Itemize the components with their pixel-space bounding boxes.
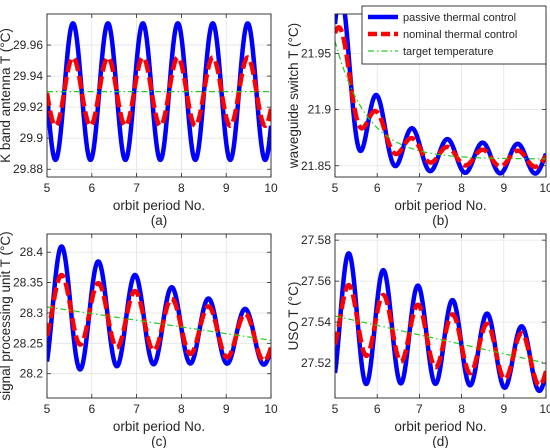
series-line-target-temperature: [335, 315, 546, 364]
panel-b: 5 6 7 8 9 10 21.85 21.9 21.95 orbit period No.(b)…: [286, 5, 550, 228]
y-tick-label: 28.25: [13, 336, 43, 350]
x-axis-label: orbit period No.: [113, 198, 205, 213]
series-line-nominal-thermal-control: [335, 282, 546, 388]
y-tick-label: 21.95: [301, 46, 331, 60]
series-line-target-temperature: [335, 40, 546, 160]
x-tick-label: 7: [133, 181, 140, 195]
x-tick-label: 5: [332, 402, 339, 416]
x-axis-label: orbit period No.: [394, 419, 486, 434]
x-tick-label: 7: [133, 402, 140, 416]
series-line-target-temperature: [47, 306, 271, 341]
y-tick-label: 29.92: [13, 100, 43, 114]
x-tick-label: 10: [539, 181, 550, 195]
axes-frame: [334, 233, 547, 399]
y-tick-label: 27.58: [301, 233, 331, 247]
y-tick-label: 28.2: [20, 367, 44, 381]
x-tick-label: 8: [178, 181, 185, 195]
x-tick-label: 5: [44, 402, 51, 416]
y-tick-label: 29.9: [20, 131, 44, 145]
y-tick-label: 28.35: [13, 276, 43, 290]
x-tick-label: 9: [500, 402, 507, 416]
panel-a: 5 6 7 8 9 10 29.88 29.9 29.92 29.94 29.96 orbit per…: [0, 13, 278, 228]
y-tick-label: 29.94: [13, 69, 43, 83]
panel-caption: (a): [151, 213, 168, 228]
x-tick-label: 10: [264, 402, 278, 416]
x-axis-label: orbit period No.: [113, 419, 205, 434]
y-tick-label: 21.9: [308, 103, 332, 117]
legend: passive thermal control nominal thermal c…: [361, 5, 547, 65]
y-axis-label: USO T (°C): [286, 282, 301, 351]
panel-caption: (b): [432, 213, 449, 228]
y-axis-label: K band antenna T (°C): [0, 28, 13, 163]
x-tick-label: 6: [88, 402, 95, 416]
x-tick-label: 6: [88, 181, 95, 195]
y-tick-label: 29.96: [13, 38, 43, 52]
series-line-nominal-thermal-control: [47, 55, 271, 129]
x-tick-label: 9: [223, 181, 230, 195]
y-tick-label: 29.88: [13, 162, 43, 176]
y-tick-label: 27.56: [301, 274, 331, 288]
axes-frame: [46, 233, 272, 399]
x-tick-label: 5: [44, 181, 51, 195]
panel-caption: (c): [151, 434, 167, 448]
x-tick-label: 8: [458, 181, 465, 195]
y-tick-label: 27.52: [301, 356, 331, 370]
x-tick-label: 8: [178, 402, 185, 416]
x-tick-label: 7: [416, 402, 423, 416]
axes-frame: [46, 13, 272, 178]
panel-caption: (d): [432, 434, 449, 448]
x-tick-label: 7: [416, 181, 423, 195]
y-tick-label: 28.4: [20, 245, 44, 259]
series-line-passive-thermal-control: [47, 21, 271, 163]
x-axis-label: orbit period No.: [394, 198, 486, 213]
y-tick-label: 28.3: [20, 306, 44, 320]
x-tick-label: 6: [374, 181, 381, 195]
panel-d: 5 6 7 8 9 10 27.52 27.54 27.56 27.58 orbit period …: [286, 233, 550, 448]
x-tick-label: 5: [332, 181, 339, 195]
panel-c: 5 6 7 8 9 10 28.2 28.25 28.3 28.35 28.4 orbit perio…: [0, 231, 278, 448]
y-tick-label: 21.85: [301, 159, 331, 173]
series-line-nominal-thermal-control: [335, 25, 546, 169]
y-tick-label: 27.54: [301, 315, 331, 329]
x-tick-label: 6: [374, 402, 381, 416]
x-tick-label: 10: [539, 402, 550, 416]
x-tick-label: 10: [264, 181, 278, 195]
legend-label: passive thermal control: [403, 12, 516, 24]
legend-label: target temperature: [403, 46, 494, 58]
x-tick-label: 9: [500, 181, 507, 195]
series-line-nominal-thermal-control: [47, 272, 271, 364]
x-tick-label: 9: [223, 402, 230, 416]
y-axis-label: waveguide switch T (°C): [286, 23, 301, 169]
x-tick-label: 8: [458, 402, 465, 416]
y-axis-label: signal processing unit T (°C): [0, 231, 13, 400]
series-line-passive-thermal-control: [47, 244, 271, 372]
plot-area: [47, 234, 271, 398]
legend-label: nominal thermal control: [403, 29, 517, 41]
